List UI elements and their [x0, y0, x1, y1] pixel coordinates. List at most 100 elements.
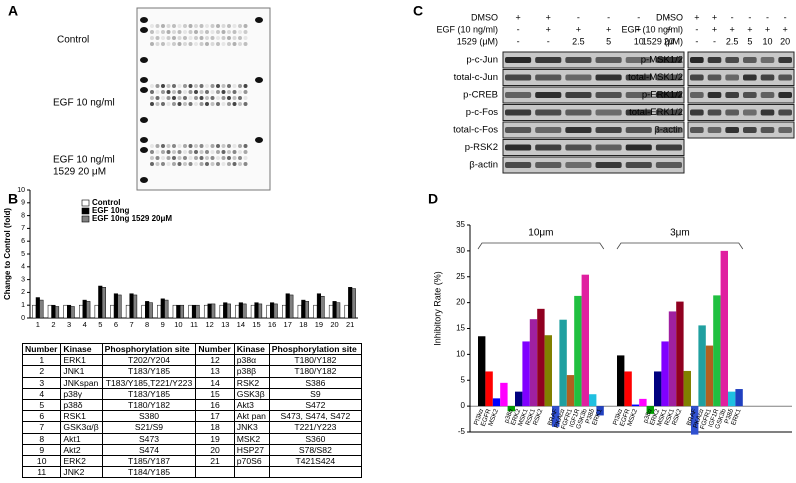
table-cell: T183/Y185	[101, 387, 197, 400]
blot-band	[625, 162, 652, 168]
array-dot	[238, 144, 242, 148]
table-cell: ERK1	[60, 354, 103, 367]
array-dot	[188, 162, 193, 166]
bar	[188, 304, 193, 319]
array-dot	[199, 30, 204, 34]
blot-band	[595, 57, 622, 63]
table-cell: T185/Y187	[101, 454, 197, 468]
array-dot	[188, 84, 193, 88]
blot-band	[535, 162, 562, 168]
blot-band	[505, 74, 532, 81]
table-cell: Akt3	[233, 398, 270, 412]
treatment-mark: +	[694, 12, 699, 22]
array-dot	[155, 144, 160, 148]
blot-band	[535, 74, 562, 81]
y-tick-label: 4	[21, 264, 25, 271]
array-dot	[194, 156, 198, 160]
array-dot	[210, 36, 215, 40]
x-tick-label: 10	[174, 320, 182, 329]
array-dot	[221, 96, 226, 100]
table-cell: 19	[195, 432, 235, 445]
blot-band	[505, 57, 532, 63]
y-tick-label: 5	[21, 251, 25, 258]
blot-band	[565, 109, 592, 116]
array-dot	[155, 84, 160, 88]
array-dot	[221, 90, 226, 94]
blot-label: total-c-Jun	[454, 72, 498, 83]
bar	[145, 301, 150, 319]
array-dot	[172, 162, 176, 166]
table-cell: Akt pan	[233, 410, 270, 423]
treatment-mark: 5	[747, 36, 752, 46]
array-dot	[232, 90, 237, 94]
blot-label: β-actin	[469, 160, 498, 171]
bar	[574, 295, 582, 407]
array-dot	[232, 96, 237, 100]
blot-band	[760, 74, 775, 81]
array-dot	[243, 24, 248, 28]
table-row: 9 Akt2 S474 20 HSP27 S78/S82	[21, 443, 363, 456]
bar	[66, 304, 72, 319]
array-dot	[161, 24, 165, 28]
legend-swatch	[81, 199, 90, 207]
x-tick-label: 1	[36, 320, 40, 329]
blots: DMSO + + - - - - EGF (10 ng/ml) - + + + + +1529 (μM) -…	[436, 12, 795, 174]
ref-dot	[255, 137, 263, 143]
blot-band	[655, 144, 682, 151]
bar	[515, 391, 523, 407]
blot-band	[690, 57, 704, 63]
array-dot	[205, 150, 209, 154]
blot-band	[655, 57, 682, 63]
header-cell: Number	[195, 342, 235, 356]
array-dot	[194, 36, 198, 40]
array-dot	[238, 84, 242, 88]
bar	[522, 341, 530, 407]
table-cell: S21/S9	[101, 421, 197, 434]
array-dot	[232, 84, 237, 88]
treatment-mark: -	[748, 12, 751, 22]
y-tick-label: 5	[461, 375, 466, 384]
table-cell: 20	[195, 443, 235, 456]
array-dot	[243, 84, 248, 88]
array-dot	[210, 84, 215, 88]
y-tick-label: 20	[456, 298, 465, 307]
blot-band	[760, 109, 775, 116]
blot-label: p-ERK1/2	[642, 90, 683, 101]
blot-band	[760, 57, 775, 63]
array-dot	[150, 90, 154, 94]
array-dot	[238, 156, 242, 160]
bar	[266, 304, 271, 319]
table-cell: Akt1	[60, 432, 103, 445]
treatment-mark: 10	[634, 36, 644, 46]
blot-label: p-c-Jun	[466, 55, 498, 66]
treatment-label: DMSO	[656, 12, 683, 22]
table-cell: MSK2	[233, 432, 270, 445]
array-dot	[155, 96, 160, 100]
x-tick-label: 3	[67, 320, 71, 329]
table-row: 2 JNK1 T183/Y185 13 p38β T180/Y182	[21, 365, 363, 378]
blot-label: β-actin	[654, 125, 683, 136]
array-dot	[216, 162, 220, 166]
treatment-label: EGF (10 ng/ml)	[436, 24, 498, 34]
bar	[728, 391, 736, 407]
array-dot	[172, 24, 176, 28]
array-dot	[161, 144, 165, 148]
bar	[133, 294, 138, 319]
array-dot	[177, 24, 182, 28]
blot-band	[565, 57, 592, 63]
array-dot	[188, 24, 193, 28]
treatment-mark: +	[712, 12, 717, 22]
table-cell: S360	[268, 432, 363, 445]
array-dot	[232, 150, 237, 154]
bar	[141, 304, 146, 319]
blot-band	[535, 92, 562, 98]
y-tick-label: 10	[17, 187, 25, 194]
bar	[157, 304, 162, 319]
bar	[258, 303, 263, 319]
legend-swatch	[81, 215, 90, 223]
legend-swatch	[81, 207, 90, 215]
array-dot	[227, 84, 231, 88]
bar	[301, 299, 306, 319]
blot-band	[535, 144, 562, 151]
y-tick-label: 1	[21, 302, 25, 309]
